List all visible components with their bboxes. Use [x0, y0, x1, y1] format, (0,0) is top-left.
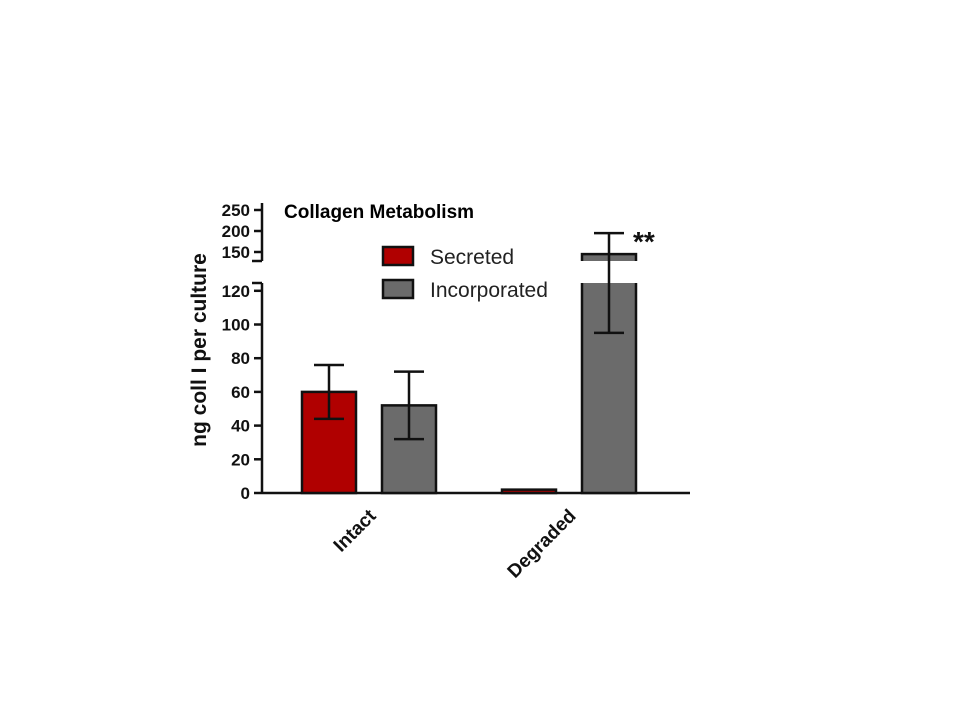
x-tick-label: Intact	[330, 505, 381, 556]
y-tick-label: 40	[231, 417, 250, 436]
y-tick-label: 20	[231, 450, 250, 469]
chart-title: Collagen Metabolism	[284, 202, 474, 223]
y-tick-label: 120	[222, 282, 250, 301]
significance-annotation: **	[633, 226, 655, 257]
legend: Secreted Incorporated	[381, 245, 548, 302]
y-tick-label: 0	[241, 484, 250, 503]
y-axis-label: ng coll I per culture	[188, 253, 211, 447]
legend-swatch-incorporated	[381, 278, 415, 300]
bars: **	[300, 226, 655, 495]
y-tick-label: 200	[222, 222, 250, 241]
y-tick-label: 150	[222, 243, 250, 262]
legend-label-incorporated: Incorporated	[430, 279, 548, 302]
legend-swatch-secreted	[381, 245, 415, 267]
x-tick-label: Degraded	[504, 506, 581, 583]
axes: 0 20 40 60 80 100 120 150 200 250	[222, 201, 690, 503]
bar-secreted-degraded	[500, 488, 558, 495]
y-tick-label: 250	[222, 201, 250, 220]
y-tick-label: 60	[231, 383, 250, 402]
x-axis-labels: Intact Degraded	[330, 505, 581, 582]
y-tick-label: 100	[222, 316, 250, 335]
legend-label-secreted: Secreted	[430, 246, 514, 269]
y-tick-label: 80	[231, 349, 250, 368]
